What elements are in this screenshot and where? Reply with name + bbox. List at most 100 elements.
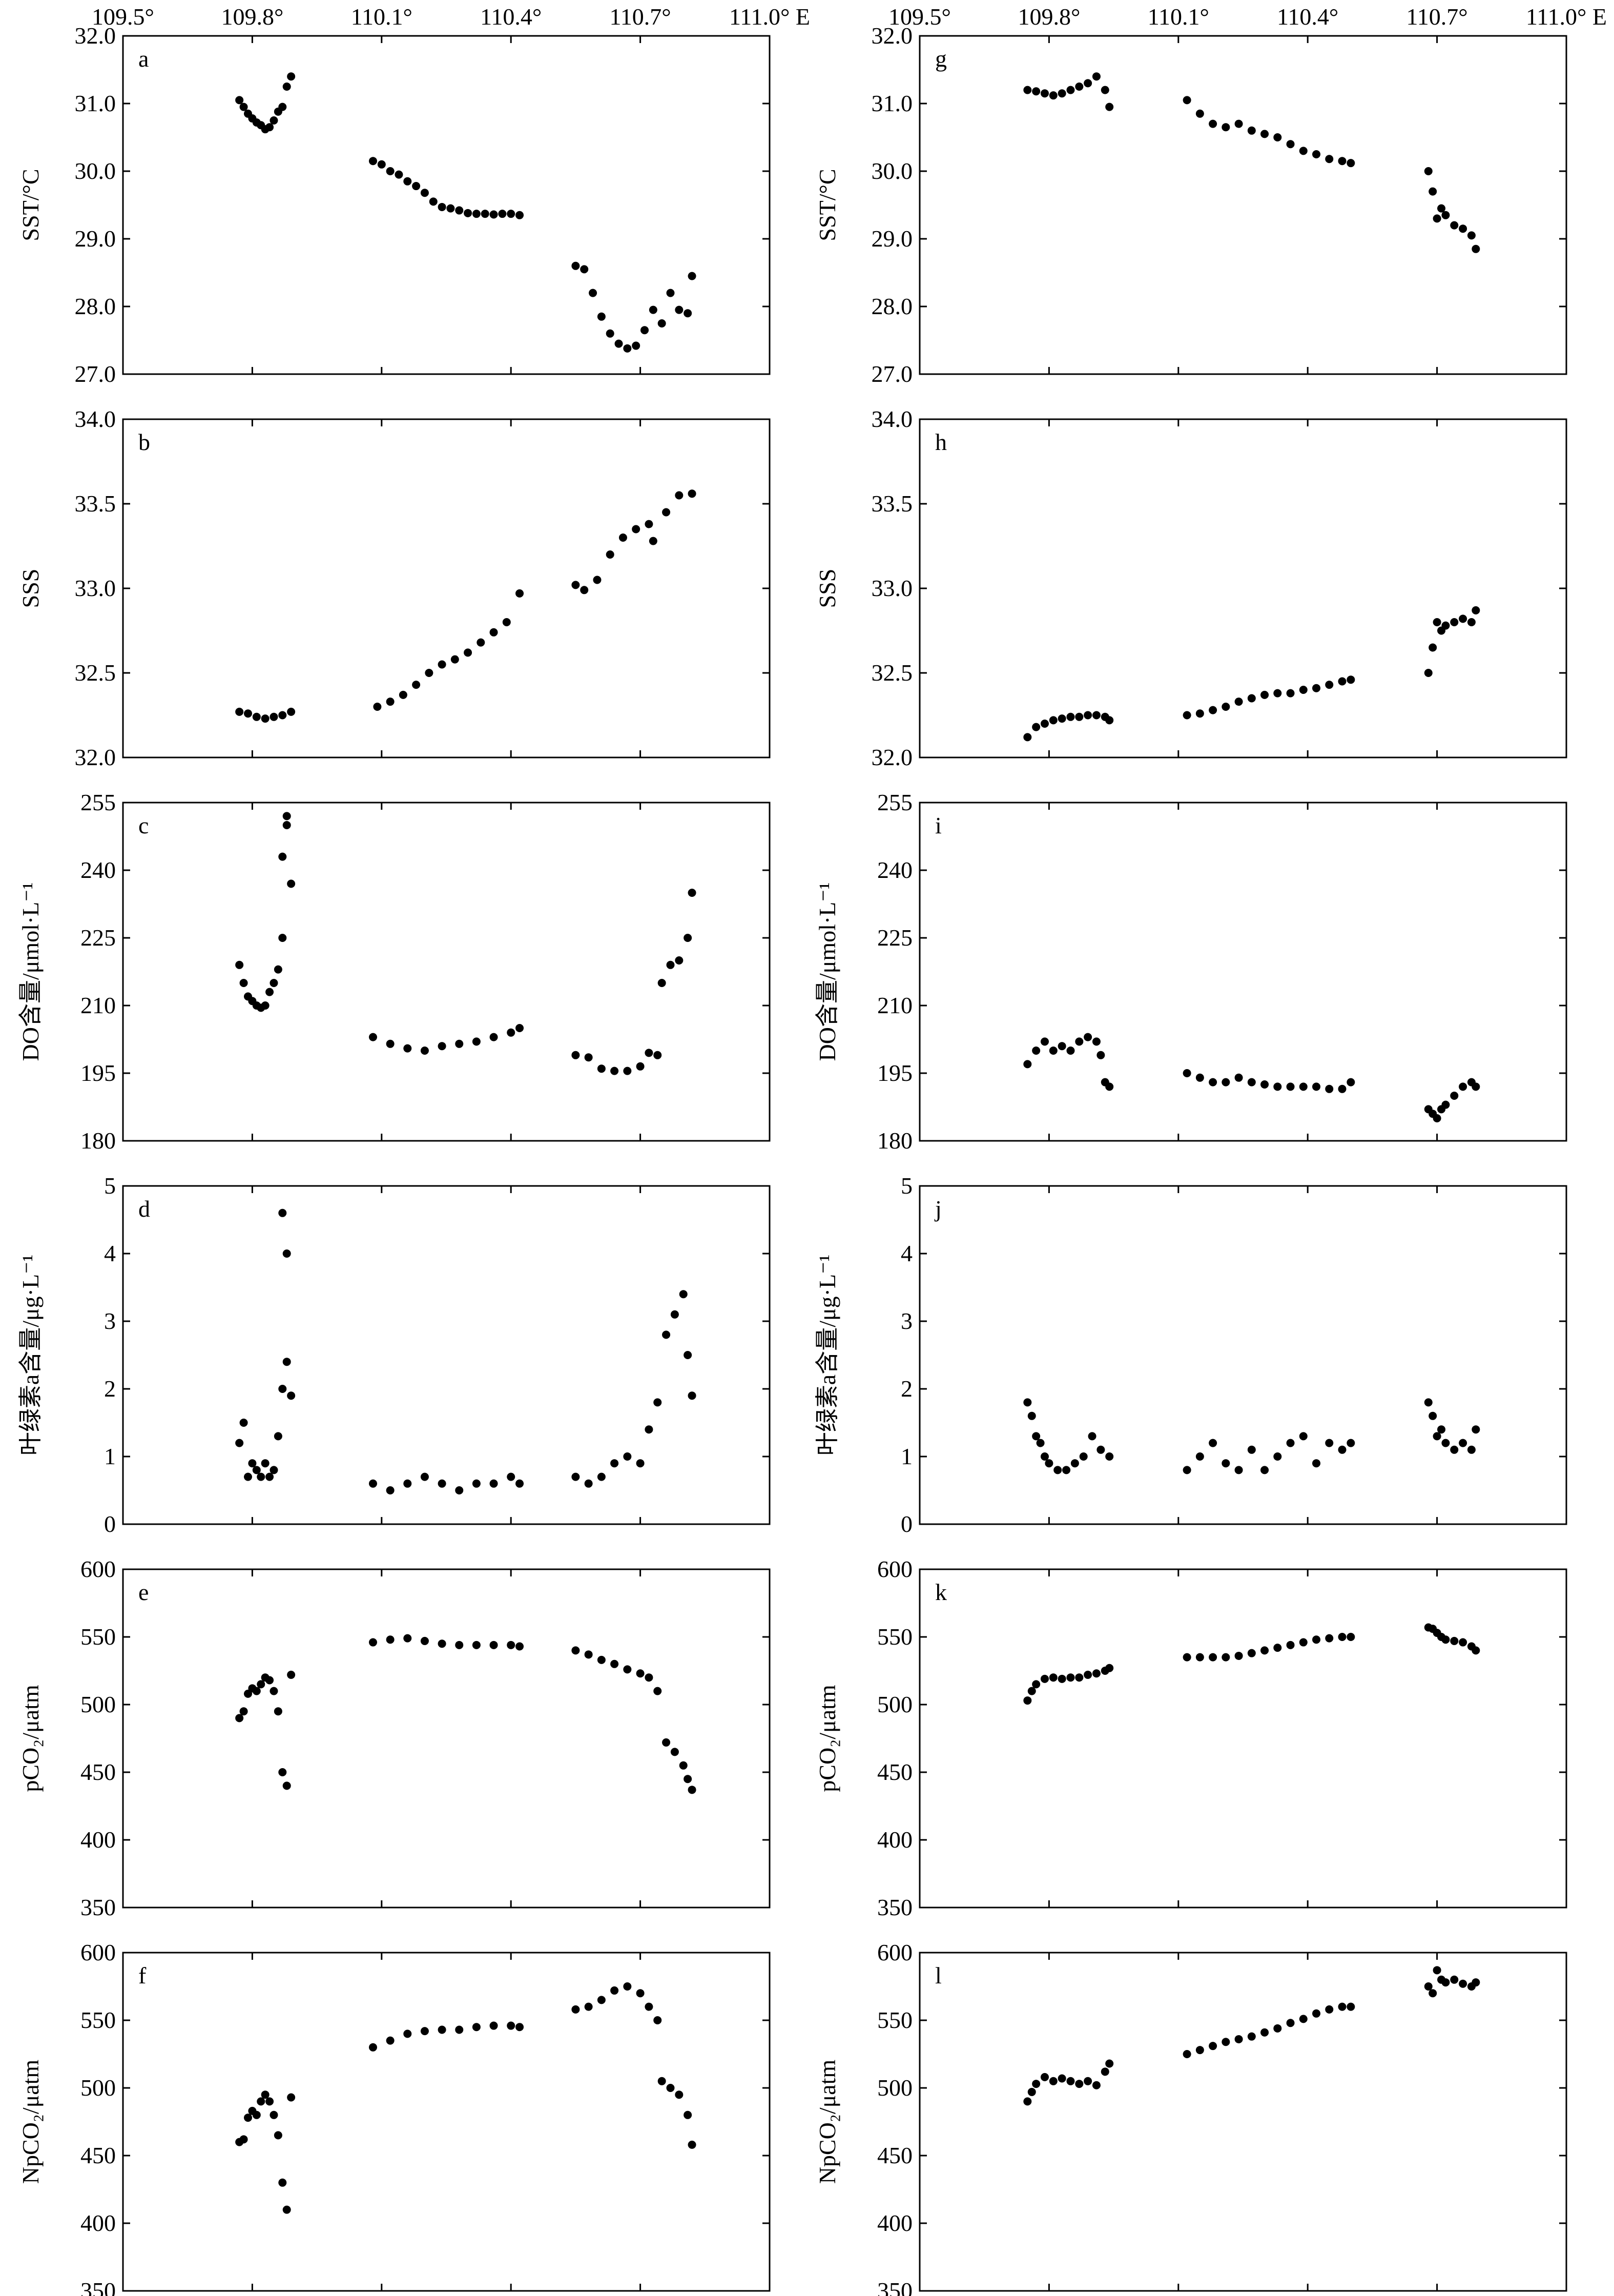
data-point: [1338, 157, 1347, 166]
data-point: [270, 116, 278, 125]
data-point: [472, 1479, 481, 1488]
data-point: [1347, 1633, 1355, 1641]
data-point: [670, 1310, 679, 1319]
panel-g: 27.0 28.0 29.0 30.0 31.0 32.0 g SST/°C: [814, 23, 1567, 387]
data-point: [1467, 231, 1476, 240]
data-point: [1049, 716, 1058, 725]
data-point: [1222, 1459, 1230, 1468]
data-point: [515, 2023, 524, 2032]
data-point: [1183, 1466, 1191, 1474]
data-point: [515, 1479, 524, 1488]
data-point: [1183, 711, 1191, 720]
data-point: [438, 660, 446, 669]
data-point: [1273, 689, 1282, 698]
data-point: [610, 1659, 619, 1668]
x-tick-label: 109.5°: [92, 4, 154, 30]
data-point: [1096, 1445, 1105, 1454]
y-tick-label: 180: [877, 1128, 913, 1154]
data-point: [1433, 1966, 1441, 1975]
data-point: [287, 1670, 296, 1679]
panel-label: h: [935, 429, 947, 455]
data-point: [270, 1687, 278, 1695]
data-point: [1058, 1674, 1066, 1683]
data-point: [684, 1775, 692, 1783]
data-point: [584, 1053, 593, 1062]
data-point: [623, 344, 632, 353]
plot-frame: [122, 1952, 771, 2292]
data-point: [368, 1033, 377, 1041]
data-point: [1338, 2002, 1347, 2011]
x-tick-label: 111.0° E: [1526, 4, 1607, 30]
data-point: [649, 537, 657, 545]
data-point: [1101, 86, 1109, 94]
data-point: [274, 1432, 282, 1441]
data-point: [649, 305, 657, 314]
data-point: [1084, 1033, 1092, 1041]
data-point: [1325, 2005, 1334, 2014]
data-point: [1084, 2077, 1092, 2085]
data-point: [1273, 1452, 1282, 1461]
data-point: [645, 1425, 653, 1434]
data-point: [618, 534, 627, 542]
data-point: [1459, 1638, 1467, 1647]
data-point: [1347, 1078, 1355, 1086]
data-point: [1040, 720, 1049, 728]
data-point: [420, 189, 429, 197]
data-point: [1040, 89, 1049, 98]
data-point: [606, 329, 614, 338]
data-point: [571, 261, 580, 270]
data-point: [1325, 1084, 1334, 1093]
data-point: [248, 1459, 257, 1468]
panels: 27.028.029.030.031.032.0aSST/°C32.032.53…: [17, 23, 1567, 2296]
data-point: [1023, 733, 1032, 742]
data-point: [1459, 1979, 1467, 1988]
data-point: [636, 1459, 645, 1468]
data-point: [1325, 155, 1334, 163]
y-axis-label: 叶绿素a含量/μg·L⁻¹: [17, 1255, 44, 1455]
panel-label: e: [138, 1579, 149, 1605]
data-point: [403, 1044, 412, 1053]
data-point: [1260, 2028, 1269, 2037]
data-point: [498, 210, 507, 218]
y-tick-label: 5: [104, 1173, 116, 1199]
data-point: [1450, 1445, 1459, 1454]
data-point: [412, 681, 421, 689]
data-point: [429, 197, 438, 206]
data-point: [235, 1439, 244, 1447]
data-point: [1027, 1687, 1036, 1695]
data-point: [1433, 214, 1441, 223]
data-point: [653, 1398, 662, 1407]
y-tick-label: 30.0: [872, 158, 913, 184]
data-point: [1299, 1432, 1308, 1441]
data-point: [1472, 606, 1480, 614]
data-point: [1209, 119, 1217, 128]
data-point: [1338, 1633, 1347, 1641]
data-point: [1433, 618, 1441, 626]
y-tick-label: 31.0: [75, 90, 116, 116]
data-point: [235, 1714, 244, 1723]
data-point: [1437, 204, 1446, 213]
data-point: [252, 1687, 261, 1695]
data-point: [455, 1641, 464, 1649]
panel-i: 180 195 210 225 240 255 i DO含量/μmol·L⁻¹: [814, 789, 1567, 1154]
data-point: [1183, 1653, 1191, 1662]
data-point: [1247, 1078, 1256, 1086]
data-point: [243, 1472, 252, 1481]
data-point: [1441, 1635, 1450, 1644]
data-point: [1247, 1445, 1256, 1454]
y-tick-label: 225: [877, 925, 913, 951]
data-point: [662, 1738, 671, 1747]
data-point: [1299, 1082, 1308, 1091]
data-point: [645, 2002, 653, 2011]
data-point: [688, 2140, 696, 2149]
y-tick-label: 195: [877, 1060, 913, 1086]
data-point: [1299, 686, 1308, 694]
data-point: [1023, 86, 1032, 94]
data-point: [386, 167, 395, 175]
y-axis-label: pCO₂/μatm: [17, 1685, 44, 1792]
data-point: [666, 2084, 675, 2092]
data-point: [278, 1385, 287, 1393]
data-point: [507, 2021, 515, 2030]
x-tick-label: 110.1°: [1148, 4, 1209, 30]
